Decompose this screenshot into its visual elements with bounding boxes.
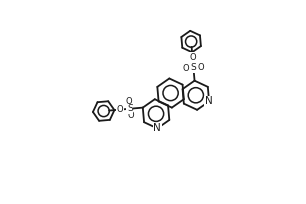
Text: O: O bbox=[117, 105, 123, 114]
Text: O: O bbox=[126, 97, 132, 106]
Text: O: O bbox=[189, 53, 196, 62]
Text: O: O bbox=[183, 64, 189, 73]
Text: S: S bbox=[191, 63, 196, 72]
Text: O: O bbox=[197, 62, 204, 72]
Text: N: N bbox=[205, 96, 213, 106]
Text: N: N bbox=[153, 123, 161, 133]
Text: S: S bbox=[127, 104, 132, 113]
Text: O: O bbox=[127, 111, 134, 120]
